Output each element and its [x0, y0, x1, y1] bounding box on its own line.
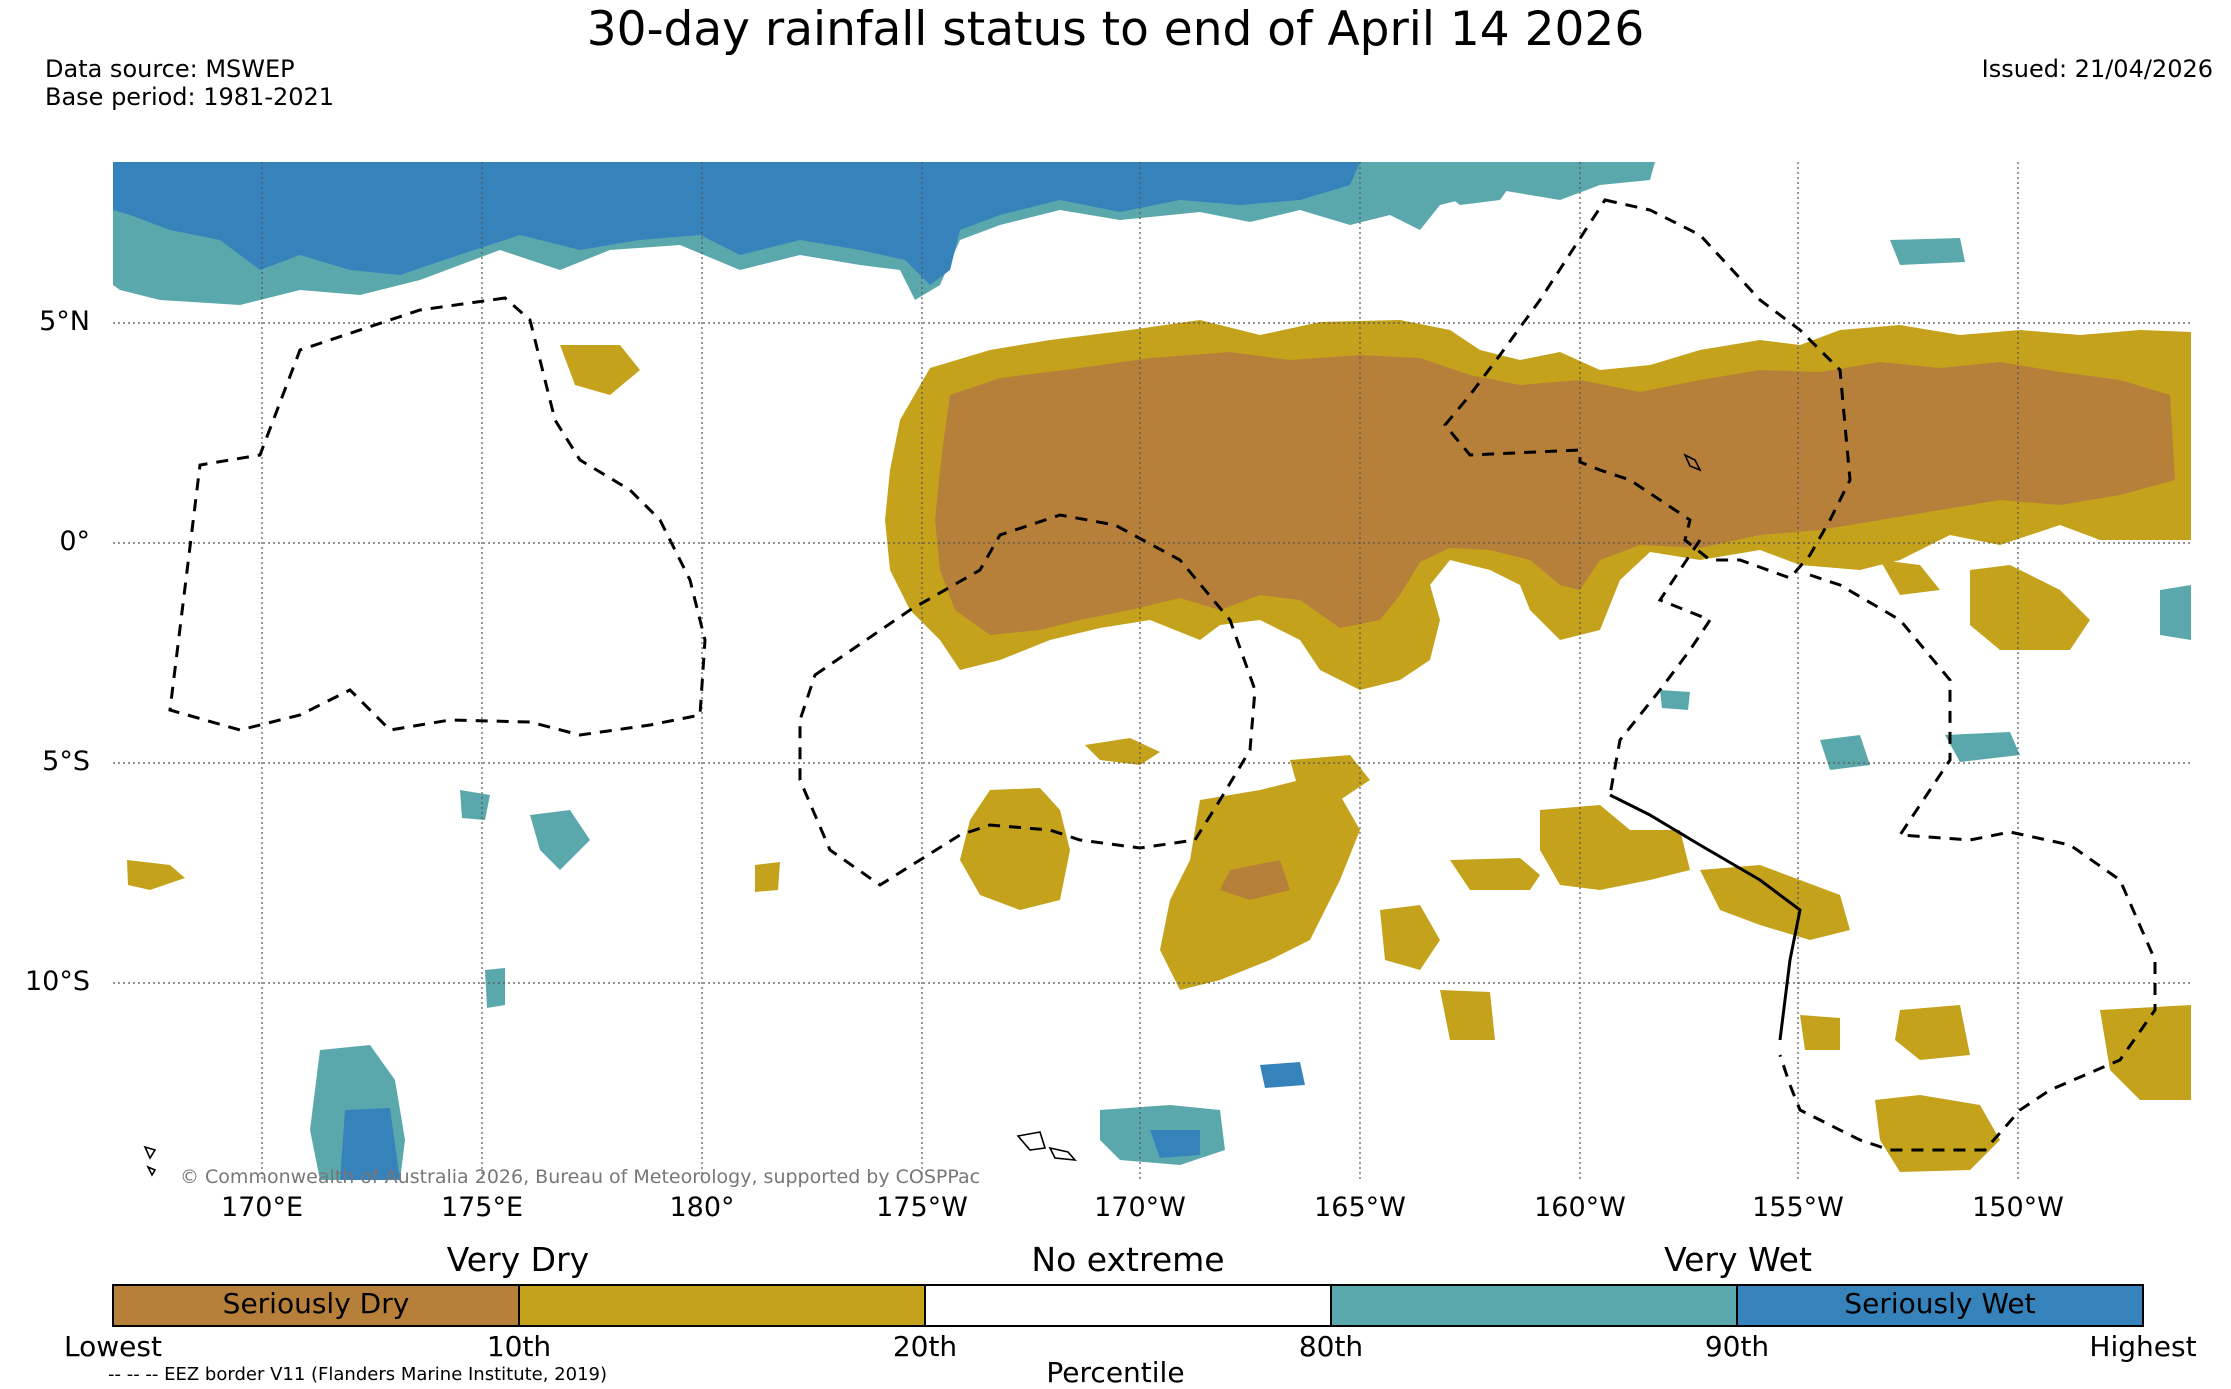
lat-label-5s: 5°S: [42, 746, 90, 777]
percentile-20th: 20th: [892, 1330, 958, 1363]
map-area: [113, 162, 2191, 1180]
dry-region-south: [127, 345, 2191, 1172]
percentile-highest: Highest: [2089, 1330, 2197, 1363]
legend-segment-seriously-dry: [112, 1284, 520, 1327]
dry-region-central: [885, 320, 2191, 690]
legend-segment-very-wet: [1330, 1284, 1738, 1327]
lon-label-175e: 175°E: [440, 1192, 524, 1223]
lon-label-165w: 165°W: [1314, 1192, 1406, 1223]
legend-category-very-dry: Very Dry: [446, 1240, 590, 1279]
legend-segment-seriously-wet: [1736, 1284, 2144, 1327]
data-source: Data source: MSWEP: [45, 55, 295, 83]
lon-label-160w: 160°W: [1534, 1192, 1626, 1223]
eez-borders: [168, 198, 2157, 1152]
percentile-90th: 90th: [1704, 1330, 1770, 1363]
graticule: [113, 162, 2191, 1180]
legend-segment-very-dry: [518, 1284, 926, 1327]
maritime-boundary: [1609, 793, 1802, 1041]
lat-label-10s: 10°S: [25, 966, 90, 997]
lon-label-150w: 150°W: [1972, 1192, 2064, 1223]
data-source-block: Data source: MSWEP Base period: 1981-202…: [45, 55, 334, 111]
percentile-80th: 80th: [1298, 1330, 1364, 1363]
legend-category-no-extreme: No extreme: [1031, 1240, 1225, 1279]
lon-label-155w: 155°W: [1752, 1192, 1844, 1223]
percentile-lowest: Lowest: [64, 1330, 162, 1363]
wet-region-north: [113, 162, 1965, 305]
wet-region-south: [310, 585, 2191, 1180]
legend-label-seriously-wet: Seriously Wet: [1844, 1287, 2036, 1320]
lon-label-170e: 170°E: [220, 1192, 304, 1223]
islands: [143, 453, 1702, 1177]
legend-segment-no-extreme: [924, 1284, 1332, 1327]
lon-label-180: 180°: [669, 1192, 735, 1223]
lon-label-170w: 170°W: [1094, 1192, 1186, 1223]
copyright-notice: © Commonwealth of Australia 2026, Bureau…: [180, 1166, 981, 1188]
map-title: 30-day rainfall status to end of April 1…: [586, 2, 1645, 57]
lon-label-175w: 175°W: [876, 1192, 968, 1223]
eez-border-note: -- -- -- EEZ border V11 (Flanders Marine…: [108, 1364, 608, 1385]
issued-date: Issued: 21/04/2026: [1981, 55, 2213, 83]
legend-label-seriously-dry: Seriously Dry: [222, 1287, 410, 1320]
lat-label-5n: 5°N: [39, 306, 90, 337]
base-period: Base period: 1981-2021: [45, 83, 335, 111]
legend-category-very-wet: Very Wet: [1664, 1240, 1812, 1279]
percentile-10th: 10th: [486, 1330, 552, 1363]
lat-label-0: 0°: [59, 526, 90, 557]
